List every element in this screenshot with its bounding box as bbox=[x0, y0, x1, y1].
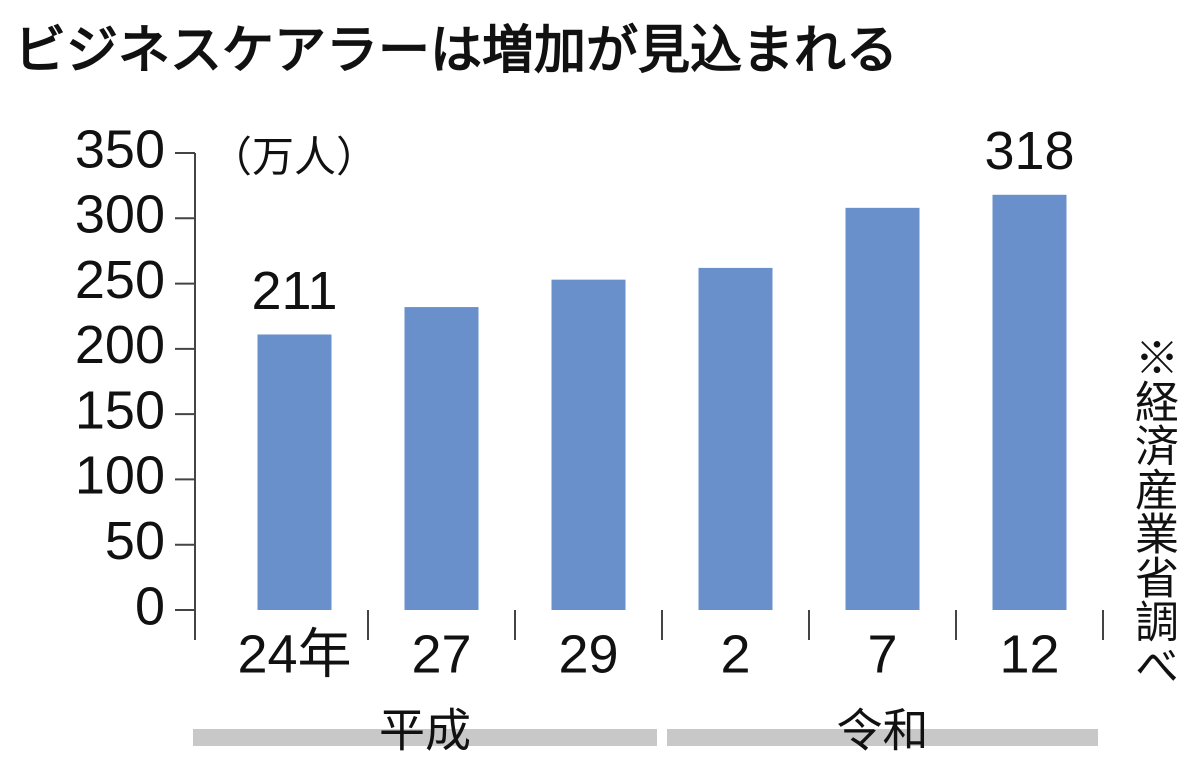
bar bbox=[992, 194, 1067, 611]
x-tick-label: 27 bbox=[411, 624, 471, 684]
group-label: 令和 bbox=[837, 704, 929, 758]
y-tick-label: 350 bbox=[75, 119, 165, 179]
y-tick-label: 50 bbox=[105, 511, 165, 571]
group-bar bbox=[667, 729, 1098, 746]
bar bbox=[698, 267, 773, 610]
y-tick-label: 100 bbox=[75, 446, 165, 506]
y-tick-label: 250 bbox=[75, 250, 165, 310]
y-tick-label: 200 bbox=[75, 315, 165, 375]
y-tick-label: 0 bbox=[135, 576, 165, 636]
source-note: ※経済産業省調べ bbox=[1127, 335, 1178, 687]
bar bbox=[257, 334, 332, 610]
bar bbox=[845, 207, 920, 610]
y-tick-label: 300 bbox=[75, 185, 165, 245]
value-label: 211 bbox=[251, 261, 337, 321]
x-tick-label: 24年 bbox=[237, 624, 351, 684]
value-label: 318 bbox=[984, 121, 1074, 181]
group-label: 平成 bbox=[379, 704, 471, 758]
x-tick-label: 29 bbox=[558, 624, 618, 684]
chart-title: ビジネスケアラーは増加が見込まれる bbox=[14, 21, 898, 81]
y-tick-label: 150 bbox=[75, 380, 165, 440]
x-tick-label: 7 bbox=[867, 624, 897, 684]
bar bbox=[404, 307, 479, 610]
group-bar bbox=[193, 729, 657, 746]
x-tick-label: 2 bbox=[720, 624, 750, 684]
x-tick-label: 12 bbox=[999, 624, 1059, 684]
bar bbox=[551, 279, 626, 610]
unit-label: （万人） bbox=[210, 133, 378, 182]
